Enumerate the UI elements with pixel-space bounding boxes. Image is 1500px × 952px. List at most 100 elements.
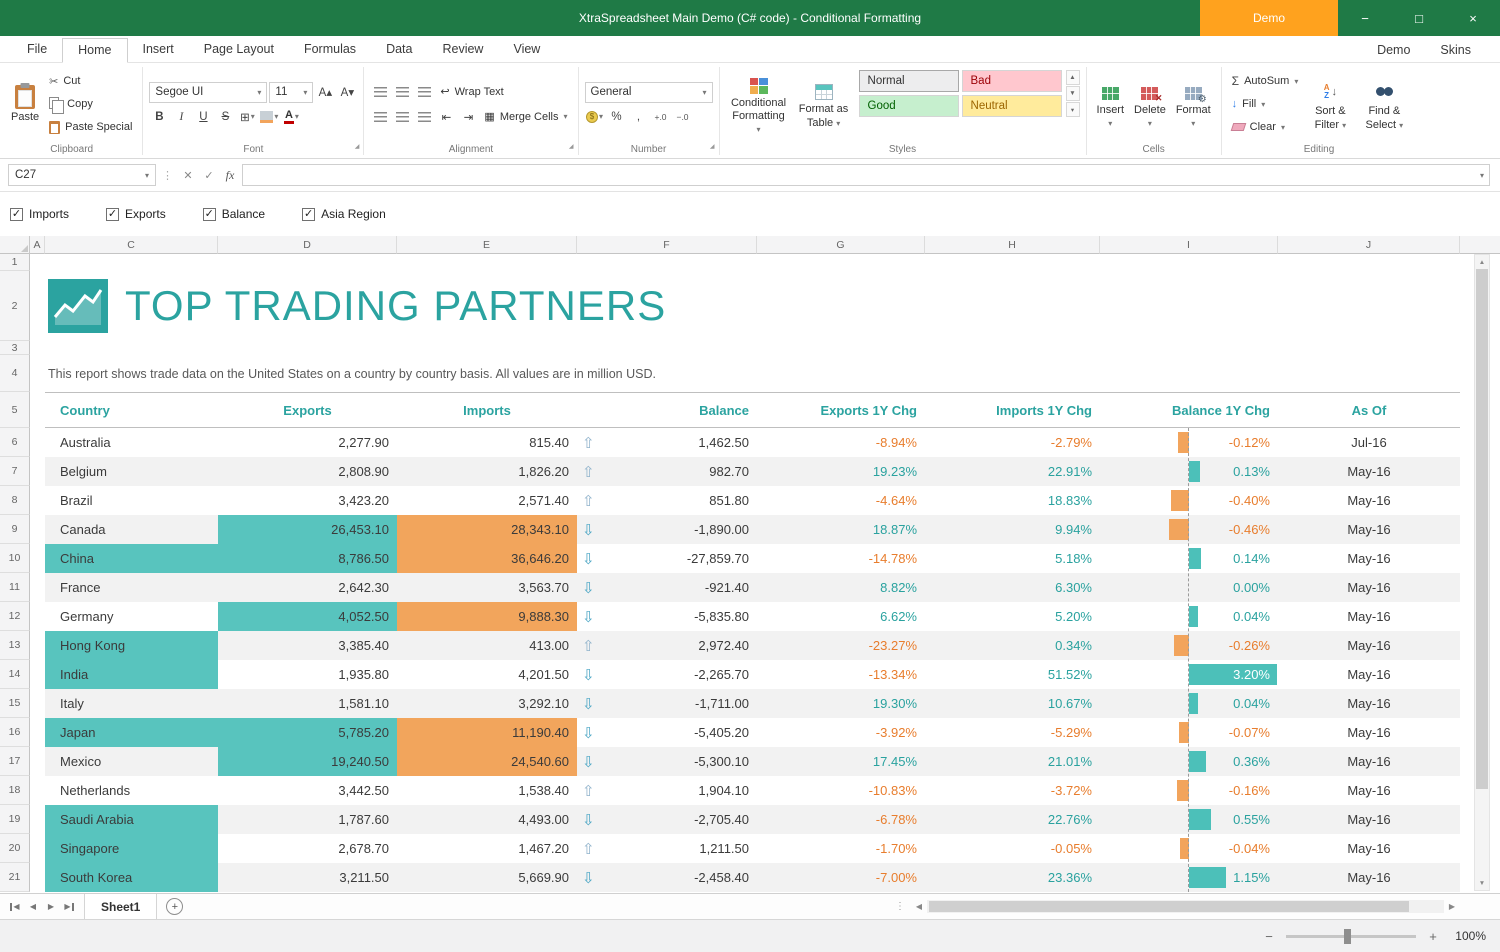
cell-exports-chg[interactable]: 19.30% — [757, 689, 925, 718]
cell-as-of[interactable]: May-16 — [1278, 718, 1460, 747]
h-scroll-track[interactable] — [927, 900, 1444, 913]
cell-exports-chg[interactable]: -6.78% — [757, 805, 925, 834]
close-button[interactable]: × — [1446, 0, 1500, 36]
row-header-18[interactable]: 18 — [0, 776, 30, 805]
cell-exports-chg[interactable]: 6.62% — [757, 602, 925, 631]
dialog-launcher-icon[interactable]: ◢ — [569, 140, 574, 155]
cell-exports-chg[interactable]: -14.78% — [757, 544, 925, 573]
h-scroll-thumb[interactable] — [929, 901, 1409, 912]
dialog-launcher-icon[interactable]: ◢ — [355, 140, 360, 155]
cell-imports[interactable]: 413.00 — [397, 631, 577, 660]
cell-colA[interactable] — [30, 776, 45, 805]
prev-sheet-button[interactable]: ◀ — [24, 898, 42, 916]
find-select-button[interactable]: Find & Select ▾ — [1358, 75, 1410, 132]
cell-imports-chg[interactable]: 22.91% — [925, 457, 1100, 486]
cell-balance[interactable]: ⇧2,972.40 — [577, 631, 757, 660]
cell-exports[interactable]: 1,787.60 — [218, 805, 397, 834]
cell-balance[interactable]: ⇩-5,405.20 — [577, 718, 757, 747]
cell-as-of[interactable]: May-16 — [1278, 631, 1460, 660]
increase-indent-button[interactable]: ⇥ — [458, 107, 478, 127]
cell-exports-chg[interactable]: -13.34% — [757, 660, 925, 689]
scroll-left-icon[interactable]: ◀ — [911, 902, 927, 911]
cell-country[interactable]: Mexico — [45, 747, 218, 776]
cell-exports[interactable]: 3,442.50 — [218, 776, 397, 805]
column-header-I[interactable]: I — [1100, 236, 1278, 254]
cell-colA[interactable] — [30, 392, 45, 428]
row-header-14[interactable]: 14 — [0, 660, 30, 689]
row-header-17[interactable]: 17 — [0, 747, 30, 776]
ribbon-tab-page-layout[interactable]: Page Layout — [189, 38, 289, 62]
cell-as-of[interactable]: May-16 — [1278, 573, 1460, 602]
cell-colA[interactable] — [30, 660, 45, 689]
cell-as-of[interactable]: May-16 — [1278, 805, 1460, 834]
conditional-formatting-button[interactable]: Conditional Formatting ▾ — [726, 71, 792, 138]
cell-colA[interactable] — [30, 689, 45, 718]
cell-balance-chg[interactable]: 3.20% — [1100, 660, 1278, 689]
cell-exports[interactable]: 19,240.50 — [218, 747, 397, 776]
row-header-19[interactable]: 19 — [0, 805, 30, 834]
ribbon-tab-demo[interactable]: Demo — [1362, 39, 1425, 62]
format-cells-button[interactable]: ⚙ Format ▾ — [1172, 79, 1215, 130]
row-header-13[interactable]: 13 — [0, 631, 30, 660]
cell-imports[interactable]: 28,343.10 — [397, 515, 577, 544]
column-header-H[interactable]: H — [925, 236, 1100, 254]
cell-country[interactable]: Germany — [45, 602, 218, 631]
cell-country[interactable]: Hong Kong — [45, 631, 218, 660]
cell-balance[interactable]: ⇧982.70 — [577, 457, 757, 486]
cell-colA[interactable] — [30, 573, 45, 602]
cell-balance[interactable]: ⇩-1,890.00 — [577, 515, 757, 544]
cell-imports-chg[interactable]: 5.18% — [925, 544, 1100, 573]
cell-imports[interactable]: 3,292.10 — [397, 689, 577, 718]
row-header-15[interactable]: 15 — [0, 689, 30, 718]
cell-colA[interactable] — [30, 355, 45, 392]
next-sheet-button[interactable]: ▶ — [42, 898, 60, 916]
cell-colA[interactable] — [30, 602, 45, 631]
ribbon-tab-insert[interactable]: Insert — [128, 38, 189, 62]
table-header-exports-1y-chg[interactable]: Exports 1Y Chg — [757, 392, 925, 428]
cell-imports-chg[interactable]: -0.05% — [925, 834, 1100, 863]
dialog-launcher-icon[interactable]: ◢ — [710, 140, 715, 155]
zoom-in-button[interactable]: + — [1426, 929, 1440, 944]
cell-exports[interactable]: 2,678.70 — [218, 834, 397, 863]
wrap-text-button[interactable]: ↩ Wrap Text — [436, 81, 507, 102]
row-header-6[interactable]: 6 — [0, 428, 30, 457]
ribbon-tab-file[interactable]: File — [12, 38, 62, 62]
ribbon-tab-review[interactable]: Review — [427, 38, 498, 62]
cell-imports-chg[interactable]: 5.20% — [925, 602, 1100, 631]
cut-button[interactable]: ✂ Cut — [45, 71, 136, 92]
formula-input[interactable]: ▾ — [242, 164, 1490, 186]
cell-exports-chg[interactable]: -4.64% — [757, 486, 925, 515]
decrease-indent-button[interactable]: ⇤ — [436, 107, 456, 127]
paste-button[interactable]: Paste — [7, 82, 43, 125]
column-header-J[interactable]: J — [1278, 236, 1460, 254]
cell-imports[interactable]: 5,669.90 — [397, 863, 577, 892]
cell-balance-chg[interactable]: -0.46% — [1100, 515, 1278, 544]
checkbox-icon[interactable]: ✓ — [302, 208, 315, 221]
report-title-cell[interactable]: TOP TRADING PARTNERS — [45, 271, 1500, 341]
cell-balance[interactable]: ⇧851.80 — [577, 486, 757, 515]
cell-colA[interactable] — [30, 486, 45, 515]
clear-button[interactable]: Clear ▾ — [1228, 117, 1303, 138]
cell-imports[interactable]: 9,888.30 — [397, 602, 577, 631]
style-normal[interactable]: Normal — [859, 70, 959, 92]
underline-button[interactable]: U — [193, 107, 213, 127]
cell-exports[interactable]: 8,786.50 — [218, 544, 397, 573]
row-header-7[interactable]: 7 — [0, 457, 30, 486]
cell-balance[interactable]: ⇩-27,859.70 — [577, 544, 757, 573]
cell-as-of[interactable]: May-16 — [1278, 544, 1460, 573]
cell-balance-chg[interactable]: -0.26% — [1100, 631, 1278, 660]
bold-button[interactable]: B — [149, 107, 169, 127]
cell-as-of[interactable]: Jul-16 — [1278, 428, 1460, 457]
cell-balance[interactable]: ⇩-1,711.00 — [577, 689, 757, 718]
ribbon-tab-skins[interactable]: Skins — [1425, 39, 1486, 62]
italic-button[interactable]: I — [171, 107, 191, 127]
cell-colA[interactable] — [30, 631, 45, 660]
column-header-E[interactable]: E — [397, 236, 577, 254]
expand-formula-bar-icon[interactable]: ▾ — [1480, 171, 1484, 180]
cell-exports[interactable]: 1,581.10 — [218, 689, 397, 718]
cell-balance-chg[interactable]: 0.55% — [1100, 805, 1278, 834]
cell-balance-chg[interactable]: -0.16% — [1100, 776, 1278, 805]
fill-button[interactable]: ↓ Fill ▾ — [1228, 94, 1303, 115]
row-header-10[interactable]: 10 — [0, 544, 30, 573]
cell-balance-chg[interactable]: 0.36% — [1100, 747, 1278, 776]
